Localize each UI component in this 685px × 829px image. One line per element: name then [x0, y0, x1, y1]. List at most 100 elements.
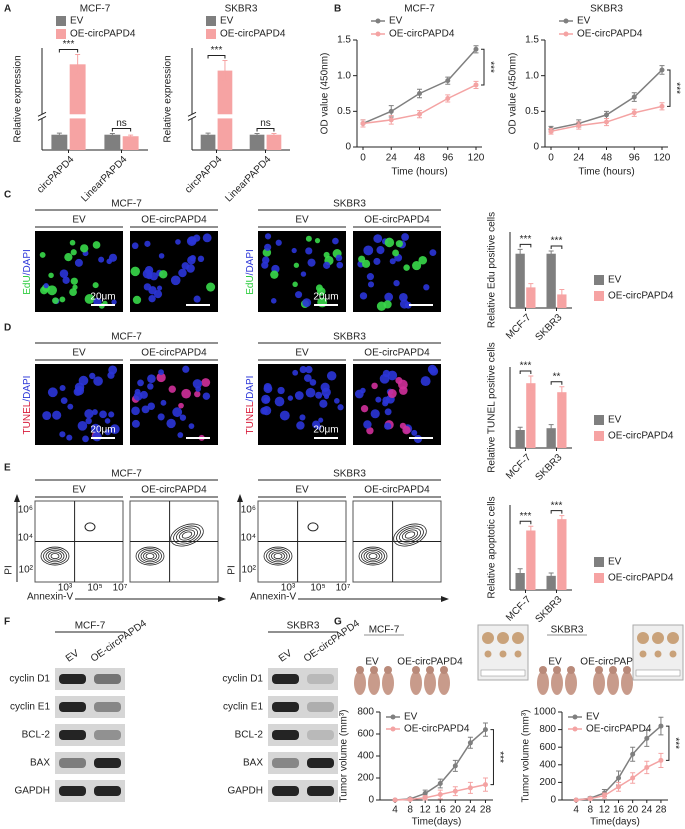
contour — [84, 522, 96, 532]
condition-label: EV — [295, 348, 309, 359]
bar — [526, 287, 536, 308]
bar — [266, 134, 282, 150]
cell — [413, 434, 423, 444]
blot-strip — [55, 668, 125, 690]
cell — [315, 391, 323, 399]
significance-bracket — [667, 69, 671, 107]
cell — [334, 398, 340, 404]
flow-y-tick: 10⁴ — [18, 533, 33, 544]
x-tick-label: 20 — [450, 805, 462, 816]
mouse-head — [595, 666, 603, 674]
cell — [287, 395, 294, 401]
blot-band — [272, 674, 299, 684]
cell — [74, 258, 83, 267]
protein-label: cyclin E1 — [10, 702, 50, 713]
x-tick-label: 16 — [613, 805, 625, 816]
x-tick-label: MCF-7 — [504, 594, 534, 624]
x-tick-label: SKBR3 — [534, 594, 565, 625]
bar — [104, 134, 121, 150]
bar — [515, 573, 525, 590]
cell — [188, 423, 195, 430]
cell — [403, 264, 410, 271]
bar — [217, 70, 233, 150]
cell — [188, 236, 197, 245]
marker — [388, 117, 394, 123]
marker — [388, 108, 394, 114]
tumor — [637, 632, 649, 644]
cell — [70, 277, 78, 285]
error-bar — [56, 132, 62, 137]
cell — [192, 379, 203, 389]
contour — [181, 531, 193, 539]
marker — [587, 796, 593, 802]
bar — [249, 134, 265, 150]
cell — [108, 411, 115, 418]
cell — [379, 373, 390, 384]
cell — [195, 386, 202, 392]
blot-strip — [268, 752, 338, 774]
cell — [62, 276, 70, 284]
cell — [299, 365, 307, 374]
mouse-head — [370, 666, 378, 674]
cell — [363, 245, 374, 256]
scale-bar-label: 20μm — [313, 425, 338, 436]
legend-label: EV — [70, 16, 84, 27]
mouse-head — [356, 666, 364, 674]
protein-label: cyclin D1 — [9, 674, 50, 685]
protein-label: BAX — [30, 758, 50, 769]
error-bar — [75, 54, 81, 75]
cell — [144, 240, 151, 247]
marker — [422, 795, 428, 801]
contour — [43, 548, 67, 564]
y-tick-label: 1000 — [534, 707, 557, 718]
cell — [84, 409, 94, 419]
tumor — [499, 650, 507, 658]
tumor — [482, 632, 494, 644]
cell — [383, 300, 392, 309]
cell — [392, 249, 399, 257]
panel-letter: B — [334, 4, 341, 15]
cell — [359, 292, 368, 300]
marker — [630, 751, 636, 757]
marker — [630, 775, 636, 781]
cell — [69, 239, 76, 246]
group-label: MCF-7 — [111, 332, 142, 343]
cell — [354, 389, 364, 399]
cell — [270, 298, 277, 304]
bar — [69, 64, 86, 150]
marker — [659, 103, 665, 109]
mouse — [607, 671, 619, 695]
mouse — [410, 671, 422, 695]
mouse — [621, 671, 633, 695]
contour — [48, 551, 62, 561]
legend-marker — [563, 31, 569, 37]
cell — [60, 397, 68, 404]
y-tick-label: 600 — [539, 742, 556, 753]
cell — [131, 242, 139, 250]
contour — [361, 548, 385, 564]
cell — [292, 369, 299, 376]
blot-band — [272, 786, 299, 796]
significance-label: *** — [669, 737, 680, 749]
significance-bracket — [519, 520, 532, 525]
bar — [122, 136, 139, 150]
mouse — [354, 671, 366, 695]
significance-label: *** — [520, 361, 532, 372]
scale-bar-label: 20μm — [90, 292, 115, 303]
cell — [80, 244, 89, 253]
bar — [51, 134, 68, 150]
condition-label: EV — [277, 648, 295, 665]
marker — [445, 95, 451, 101]
cell — [206, 282, 216, 292]
cell — [93, 376, 103, 386]
error-bar — [548, 572, 554, 580]
y-axis-label: Relative TUNEL positive cells — [487, 342, 498, 473]
bar — [546, 253, 556, 308]
bar — [546, 575, 556, 590]
cell — [399, 292, 408, 302]
x-tick-label: 96 — [442, 153, 454, 164]
mouse — [593, 671, 605, 695]
cell — [178, 268, 187, 278]
cell — [384, 237, 395, 248]
marker — [644, 735, 650, 741]
